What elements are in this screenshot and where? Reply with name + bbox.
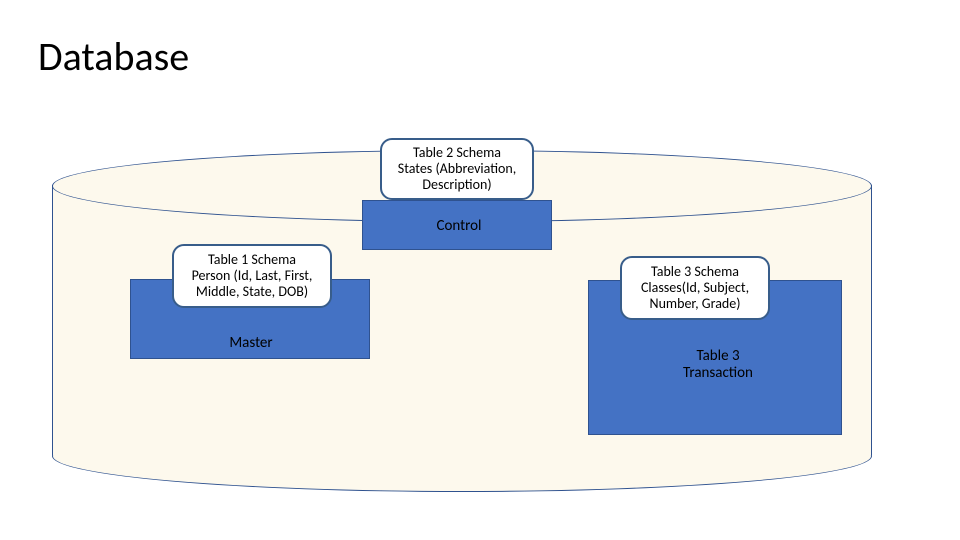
schema-table3: Table 3 SchemaClasses(Id, Subject, Numbe… xyxy=(620,256,770,320)
page-title: Database xyxy=(38,32,189,81)
schema-table3-text: Table 3 SchemaClasses(Id, Subject, Numbe… xyxy=(630,264,760,312)
schema-table2: Table 2 SchemaStates (Abbreviation, Desc… xyxy=(380,138,534,200)
caption-transaction: Table 3Transaction xyxy=(668,348,768,383)
schema-table1: Table 1 SchemaPerson (Id, Last, First, M… xyxy=(172,244,332,308)
caption-control: Control xyxy=(404,218,514,235)
caption-master: Master xyxy=(206,335,296,352)
schema-table2-text: Table 2 SchemaStates (Abbreviation, Desc… xyxy=(390,145,524,193)
schema-table1-text: Table 1 SchemaPerson (Id, Last, First, M… xyxy=(182,252,322,300)
diagram-stage: Database Table 2 SchemaStates (Abbreviat… xyxy=(0,0,960,540)
